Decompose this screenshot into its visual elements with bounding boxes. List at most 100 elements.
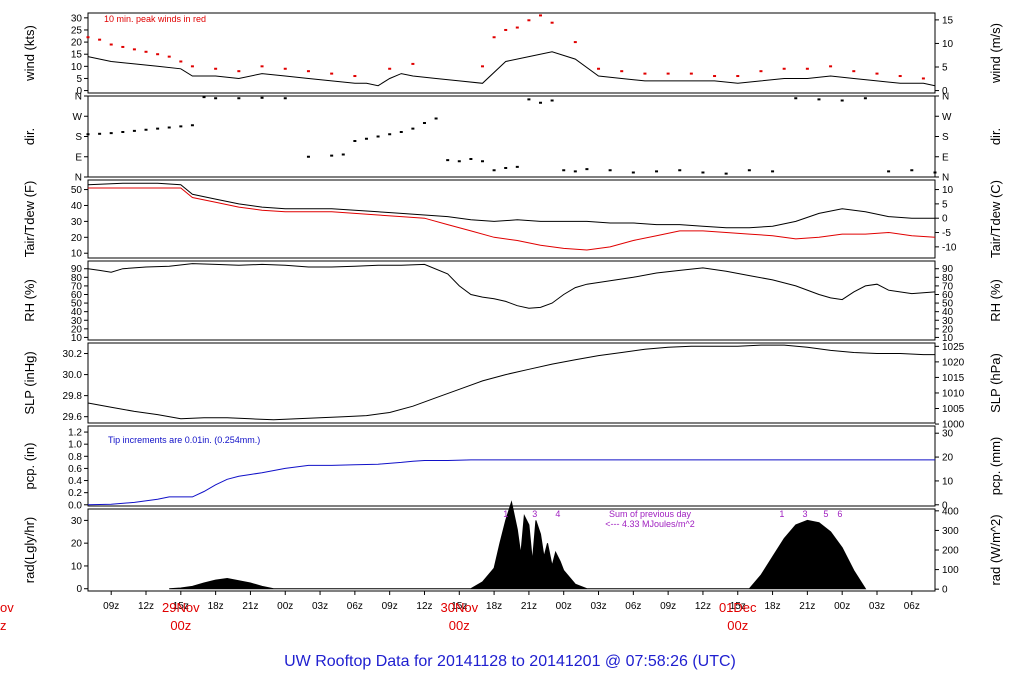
wind-line-0 — [87, 51, 936, 87]
precip-right-tick-label: 20 — [942, 453, 954, 464]
dir-point — [608, 169, 612, 172]
precip-left-tick-label: 1.0 — [68, 440, 82, 451]
rh-left-tick-label: 90 — [71, 264, 83, 275]
radiation-left-tick-label: 20 — [71, 539, 83, 550]
radiation-hour-mark: 3 — [532, 509, 537, 519]
x-tick-label: 03z — [869, 601, 885, 612]
radiation-right-tick-label: 0 — [942, 585, 948, 596]
temp-right-tick-label: -5 — [942, 228, 951, 239]
radiation-right-tick-label: 400 — [942, 506, 959, 517]
day-label-date: 01Dec — [719, 600, 757, 615]
dir-point — [910, 169, 914, 172]
x-tick-label: 06z — [904, 601, 920, 612]
radiation-right-tick-label: 300 — [942, 526, 959, 537]
dir-point — [573, 170, 577, 173]
wind-point — [666, 72, 670, 75]
wind-point — [713, 75, 717, 78]
precip-left-tick-label: 0.6 — [68, 464, 82, 475]
wind-point — [573, 41, 577, 44]
radiation-left-tick-label: 0 — [76, 584, 82, 595]
dir-point — [747, 169, 751, 172]
temp-right-tick-label: 0 — [942, 214, 948, 225]
dir-point — [422, 122, 426, 124]
wind-point — [156, 53, 160, 56]
radiation-right-tick-label: 100 — [942, 565, 959, 576]
wind-left-tick-label: 15 — [71, 50, 83, 61]
wind-point — [480, 65, 484, 68]
pressure-left-tick-label: 29.8 — [63, 391, 83, 402]
dir-point — [190, 124, 194, 127]
dir-point — [527, 98, 531, 101]
rh-right-tick-label: 40 — [942, 307, 954, 318]
x-tick-label: 15z — [451, 601, 467, 612]
dir-point — [840, 99, 844, 102]
rh-left-tick-label: 40 — [71, 307, 83, 318]
dir-point — [376, 135, 380, 138]
wind-right-tick-label: 5 — [942, 63, 948, 74]
dir-point — [562, 169, 566, 172]
dir-point — [179, 125, 183, 128]
dir-point — [446, 159, 450, 162]
rh-line-0 — [87, 263, 936, 309]
precip-annotation: Tip increments are 0.01in. (0.254mm.) — [108, 435, 260, 445]
precip-left-tick-label: 0.0 — [68, 500, 82, 511]
rh-left-tick-label: 10 — [71, 333, 83, 344]
rh-right-tick-label: 30 — [942, 316, 954, 327]
x-tick-label: 18z — [208, 601, 224, 612]
wind-point — [527, 19, 531, 22]
wind-point — [330, 72, 334, 75]
rh-right-tick-label: 50 — [942, 299, 954, 310]
wind-ylabel-left: wind (kts) — [22, 25, 37, 82]
precip-right-tick-label: 0 — [942, 500, 948, 511]
dir-point — [515, 165, 519, 168]
wind-point — [283, 67, 287, 70]
dir-left-tick-label: W — [73, 112, 83, 123]
x-tick-label: 18z — [764, 601, 780, 612]
temp-left-tick-label: 50 — [71, 185, 83, 196]
radiation-ylabel-right: rad (W/m^2) — [988, 514, 1003, 585]
wind-right-tick-label: 10 — [942, 39, 954, 50]
pressure-left-tick-label: 30.0 — [63, 370, 83, 381]
x-axis: 09z 12z 15z 18z 21z 00z 03z 06z 09z 12z 15z 18z 21z 0… — [0, 591, 920, 633]
x-tick-label: 00z — [556, 601, 572, 612]
dir-ylabel-left: dir. — [22, 128, 37, 145]
dir-point — [678, 169, 682, 172]
dir-point — [399, 131, 403, 133]
rh-frame — [87, 260, 936, 341]
wind-left-tick-label: 10 — [71, 62, 83, 73]
dir-point — [388, 133, 392, 136]
precip-ylabel-left: pcp. (in) — [22, 443, 37, 490]
x-tick-label: 21z — [242, 601, 258, 612]
temp-frame — [87, 179, 936, 259]
wind-right-tick-label: 0 — [942, 86, 948, 97]
dir-frame — [87, 95, 936, 178]
temp-right-tick-label: -10 — [942, 242, 957, 253]
dir-point — [492, 169, 496, 172]
clipped-day-label-date: ov — [0, 600, 14, 615]
pressure-left-tick-label: 30.2 — [63, 349, 83, 360]
temp-left-tick-label: 20 — [71, 233, 83, 244]
wind-left-tick-label: 20 — [71, 38, 83, 49]
dir-point — [794, 97, 798, 100]
radiation-hour-mark: 3 — [803, 509, 808, 519]
rh-right-tick-label: 60 — [942, 290, 954, 301]
rh-left-tick-label: 30 — [71, 316, 83, 327]
precip-left-tick-label: 0.2 — [68, 488, 82, 499]
x-tick-label: 03z — [590, 601, 606, 612]
pressure-left-tick-label: 29.6 — [63, 412, 83, 423]
dir-point — [863, 97, 867, 100]
rh-left-tick-label: 20 — [71, 324, 83, 335]
dir-point — [144, 128, 148, 131]
pressure-frame — [87, 342, 936, 424]
dir-point — [167, 126, 171, 129]
x-tick-label: 09z — [660, 601, 676, 612]
day-label-date: 30Nov — [440, 600, 478, 615]
dir-right-tick-label: E — [942, 152, 949, 163]
wind-point — [190, 65, 194, 68]
wind-ylabel-right: wind (m/s) — [988, 23, 1003, 84]
dir-point — [132, 129, 136, 132]
pressure-right-tick-label: 1020 — [942, 357, 965, 368]
